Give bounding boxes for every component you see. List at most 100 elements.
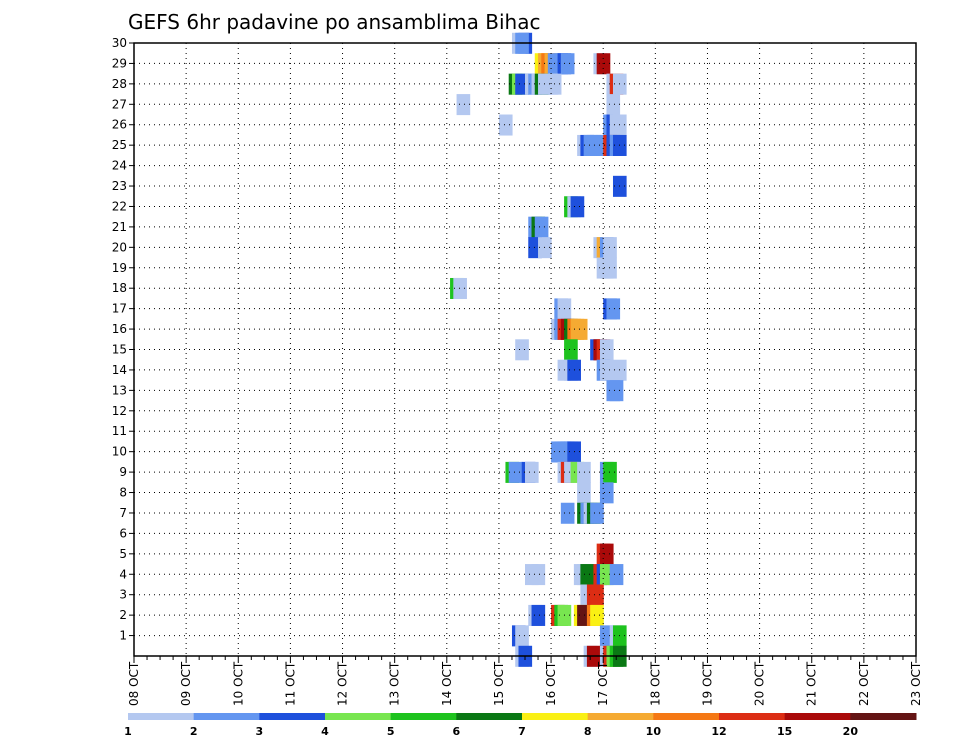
- legend-label: 8: [584, 725, 592, 738]
- legend-label: 4: [321, 725, 329, 738]
- x-tick-label: 15 OCT: [492, 661, 506, 706]
- chart-title: GEFS 6hr padavine po ansamblima Bihac: [128, 10, 540, 34]
- y-tick-label: 2: [119, 608, 127, 622]
- y-tick-label: 20: [112, 240, 127, 254]
- x-tick-label: 21 OCT: [805, 661, 819, 706]
- legend-label: 2: [190, 725, 198, 738]
- y-tick-label: 26: [112, 118, 127, 132]
- legend-swatch: [325, 713, 392, 720]
- legend-swatch: [784, 713, 851, 720]
- heatmap-cell: [534, 216, 549, 238]
- legend-label: 3: [256, 725, 264, 738]
- x-tick-label: 23 OCT: [909, 661, 923, 706]
- y-tick-label: 23: [112, 179, 127, 193]
- y-tick-label: 30: [112, 36, 127, 50]
- heatmap-cell: [515, 339, 529, 361]
- y-tick-label: 27: [112, 97, 127, 111]
- y-tick-label: 10: [112, 445, 127, 459]
- heatmap-cell: [498, 114, 513, 136]
- heatmap-cell: [590, 584, 604, 606]
- heatmap-cell: [603, 257, 617, 279]
- x-tick-label: 09 OCT: [179, 661, 193, 706]
- x-tick-label: 13 OCT: [388, 661, 402, 706]
- legend-swatch: [522, 713, 589, 720]
- heatmap-cell: [525, 461, 539, 483]
- heatmap-cell: [577, 482, 591, 504]
- heatmap-cell: [580, 564, 595, 586]
- y-tick-label: 14: [112, 363, 127, 377]
- x-tick-label: 22 OCT: [857, 661, 871, 706]
- heatmap-cell: [609, 380, 624, 402]
- heatmap-cell: [590, 604, 604, 626]
- heatmap-cell: [606, 298, 621, 320]
- x-tick-label: 20 OCT: [753, 661, 767, 706]
- y-tick-label: 13: [112, 383, 127, 397]
- heatmap-cell: [508, 461, 523, 483]
- heatmap-cell: [603, 461, 617, 483]
- heatmap-cell: [560, 502, 575, 524]
- legend-label: 20: [843, 725, 859, 738]
- heatmap-cell: [577, 461, 591, 483]
- y-tick-label: 28: [112, 77, 127, 91]
- heatmap-cell: [609, 564, 624, 586]
- y-axis: 1234567891011121314151617181920212223242…: [112, 36, 134, 643]
- legend-label: 7: [518, 725, 526, 738]
- legend-label: 12: [711, 725, 726, 738]
- legend-swatch: [193, 713, 260, 720]
- heatmap-cell: [603, 237, 617, 259]
- y-tick-label: 3: [119, 588, 127, 602]
- legend-swatch: [653, 713, 720, 720]
- heatmap-cell: [573, 318, 588, 340]
- heatmap-cell: [564, 339, 578, 361]
- legend-label: 10: [646, 725, 662, 738]
- y-tick-label: 8: [119, 486, 127, 500]
- heatmap-cell: [599, 543, 614, 565]
- heatmap-cell: [599, 359, 614, 381]
- x-tick-label: 10 OCT: [231, 661, 245, 706]
- x-tick-label: 11 OCT: [283, 661, 297, 706]
- heatmap-cell: [570, 196, 585, 218]
- y-tick-label: 6: [119, 526, 127, 540]
- x-tick-label: 17 OCT: [596, 661, 610, 706]
- heatmap-cell: [590, 502, 604, 524]
- legend-swatch: [587, 713, 654, 720]
- y-tick-label: 16: [112, 322, 127, 336]
- heatmap-cells: [450, 32, 627, 667]
- y-tick-label: 15: [112, 343, 127, 357]
- legend-swatch: [128, 713, 195, 720]
- legend-swatch: [719, 713, 786, 720]
- x-tick-label: 08 OCT: [127, 661, 141, 706]
- y-tick-label: 21: [112, 220, 127, 234]
- legend-label: 5: [387, 725, 395, 738]
- legend-label: 15: [777, 725, 792, 738]
- y-tick-label: 24: [112, 159, 127, 173]
- y-tick-label: 12: [112, 404, 127, 418]
- legend-swatch: [390, 713, 457, 720]
- y-tick-label: 25: [112, 138, 127, 152]
- y-tick-label: 5: [119, 547, 127, 561]
- y-tick-label: 11: [112, 424, 127, 438]
- y-tick-label: 4: [119, 567, 127, 581]
- x-tick-label: 14 OCT: [440, 661, 454, 706]
- x-tick-label: 19 OCT: [700, 661, 714, 706]
- x-tick-label: 16 OCT: [544, 661, 558, 706]
- x-tick-label: 18 OCT: [648, 661, 662, 706]
- legend-label: 1: [124, 725, 132, 738]
- legend-swatch: [259, 713, 326, 720]
- y-tick-label: 1: [119, 629, 127, 643]
- heatmap-cell: [531, 604, 546, 626]
- heatmap-cell: [560, 53, 575, 75]
- heatmap-cell: [456, 94, 471, 116]
- y-tick-label: 17: [112, 302, 127, 316]
- y-tick-label: 19: [112, 261, 127, 275]
- heatmap-cell: [599, 482, 614, 504]
- y-tick-label: 22: [112, 199, 127, 213]
- heatmap-cell: [606, 94, 621, 116]
- legend-swatch: [456, 713, 523, 720]
- heatmap-cell: [599, 339, 614, 361]
- legend-label: 6: [453, 725, 461, 738]
- color-legend: 1 2 3 4 5 6 7 8 10 12 15 20: [124, 713, 917, 738]
- grid-lines: [134, 43, 916, 656]
- x-axis: 08 OCT 09 OCT 10 OCT 11 OCT 12 OCT 13 OCT 14 O…: [127, 656, 923, 706]
